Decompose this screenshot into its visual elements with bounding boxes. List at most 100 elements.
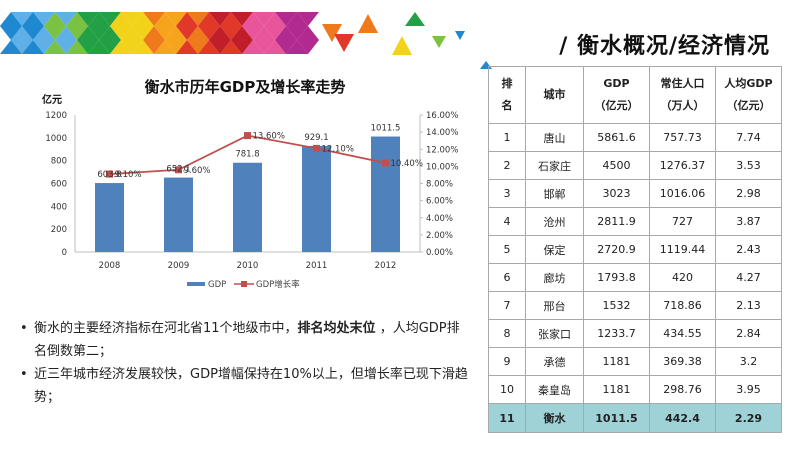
cell-gdp: 1532 (583, 291, 650, 320)
banner-triangle (275, 26, 297, 40)
y-tick-label: 400 (51, 202, 67, 212)
cell-population: 442.4 (649, 403, 716, 433)
banner-triangle (33, 12, 55, 26)
gdp-data-label: 1011.5 (371, 124, 401, 134)
y-tick-label: 0 (62, 248, 67, 258)
banner-triangle (176, 40, 198, 54)
cell-rank: 3 (488, 179, 526, 208)
cell-rank: 1 (488, 123, 526, 152)
y2-tick-label: 10.00% (426, 162, 458, 172)
banner-triangle (55, 12, 77, 26)
cell-gdp: 2811.9 (583, 207, 650, 236)
gdp-chart: 衡水市历年GDP及增长率走势 亿元 0 200 400 600 800 1000 1200 0… (42, 78, 458, 290)
cell-population: 1119.44 (649, 235, 716, 264)
cell-city: 承德 (525, 347, 584, 376)
banner-triangle (88, 40, 110, 54)
table-row-highlight: 11 衡水 1011.5 442.4 2.29 (488, 403, 782, 433)
cell-gdp-per-capita: 4.27 (715, 263, 782, 292)
cell-city: 廊坊 (525, 263, 584, 292)
gdp-bar (371, 136, 400, 252)
growth-data-label: 10.40% (391, 159, 423, 169)
y2-tick-label: 0.00% (426, 248, 453, 258)
banner-triangle (0, 40, 22, 54)
cell-city: 张家口 (525, 319, 584, 348)
banner-triangle (0, 12, 22, 26)
banner-triangle (143, 40, 165, 54)
banner-triangle (77, 40, 99, 54)
banner-triangle (0, 26, 22, 40)
table-row: 4 沧州 2811.9 727 3.87 (488, 207, 782, 236)
banner-triangle (231, 26, 253, 40)
cell-rank: 11 (488, 403, 526, 433)
banner-triangle (176, 26, 198, 40)
bullet-item: • 近三年城市经济发展较快，GDP增幅保持在10%以上，但增长率已现下滑趋势； (20, 363, 470, 409)
growth-data-label: 12.10% (322, 144, 354, 154)
cell-city: 秦皇岛 (525, 375, 584, 404)
table-row: 6 廊坊 1793.8 420 4.27 (488, 263, 782, 292)
banner-triangle (132, 26, 154, 40)
banner-triangle (334, 34, 354, 52)
banner-triangle (66, 12, 88, 26)
table-row: 1 唐山 5861.6 757.73 7.74 (488, 123, 782, 152)
banner-triangle (99, 26, 121, 40)
bullet-item: • 衡水的主要经济指标在河北省11个地级市中，排名均处末位 ，人均GDP排名倒数… (20, 317, 470, 363)
banner-triangle (33, 40, 55, 54)
city-ranking-table: 排名 城市 GDP （亿元） 常住人口 （万人） 人均GDP （亿元） 1 唐山 5861… (488, 66, 782, 433)
banner-triangle (110, 40, 132, 54)
legend-gdp-swatch (187, 282, 205, 286)
banner-triangle (11, 12, 33, 26)
banner-triangle (143, 12, 165, 26)
cell-city: 唐山 (525, 123, 584, 152)
banner-triangle (432, 36, 446, 48)
y2-tick-label: 6.00% (426, 197, 453, 207)
banner-triangle (231, 12, 253, 26)
banner-triangle (242, 12, 264, 26)
banner-triangle (187, 26, 209, 40)
y2-tick-label: 4.00% (426, 214, 453, 224)
banner-triangle (253, 26, 275, 40)
banner-triangle (242, 40, 264, 54)
cell-rank: 10 (488, 375, 526, 404)
banner-triangle (187, 40, 209, 54)
banner-triangle (77, 26, 99, 40)
banner-triangle (297, 26, 319, 40)
y2-tick-label: 14.00% (426, 128, 458, 138)
banner-triangle (297, 40, 319, 54)
gdp-data-label: 652.1 (166, 165, 190, 175)
cell-gdp: 5861.6 (583, 123, 650, 152)
banner-triangle (88, 26, 110, 40)
banner-triangle (110, 12, 132, 26)
banner-triangle (165, 12, 187, 26)
banner-triangle (264, 12, 286, 26)
cell-gdp: 4500 (583, 151, 650, 180)
banner-triangle (209, 26, 231, 40)
banner-triangle (154, 12, 176, 26)
chart-legend: GDP GDP增长率 (187, 279, 300, 290)
table-row: 2 石家庄 4500 1276.37 3.53 (488, 151, 782, 180)
banner-triangle (392, 36, 412, 55)
cell-gdp: 1181 (583, 375, 650, 404)
gdp-data-label: 781.8 (235, 150, 259, 160)
x-tick-label: 2009 (168, 261, 190, 271)
table-row: 9 承德 1181 369.38 3.2 (488, 347, 782, 376)
banner-triangle (455, 31, 465, 40)
banner-triangle (165, 26, 187, 40)
banner-triangle (176, 12, 198, 26)
y-tick-label: 1200 (45, 111, 67, 121)
summary-bullets: • 衡水的主要经济指标在河北省11个地级市中，排名均处末位 ，人均GDP排名倒数… (20, 317, 470, 409)
table-row: 5 保定 2720.9 1119.44 2.43 (488, 235, 782, 264)
banner-triangle (154, 26, 176, 40)
cell-population: 369.38 (649, 347, 716, 376)
banner-triangle (110, 26, 132, 40)
cell-gdp: 3023 (583, 179, 650, 208)
banner-triangle (297, 12, 319, 26)
banner-triangle (33, 26, 55, 40)
growth-rate-marker (106, 170, 113, 178)
growth-rate-marker (382, 159, 389, 167)
banner-triangle (121, 26, 143, 40)
banner-triangle (220, 26, 242, 40)
table-row: 7 邢台 1532 718.86 2.13 (488, 291, 782, 320)
banner-triangle (220, 12, 242, 26)
banner-triangle (264, 26, 286, 40)
cell-gdp-per-capita: 2.43 (715, 235, 782, 264)
